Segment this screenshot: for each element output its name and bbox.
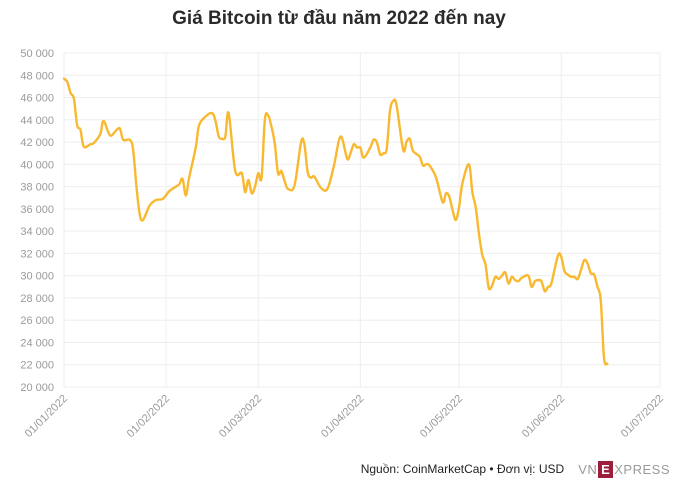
y-tick-label: 50 000 (20, 48, 54, 60)
y-tick-label: 40 000 (20, 159, 54, 171)
y-tick-label: 42 000 (20, 137, 54, 149)
x-tick-label: 01/06/2022 (520, 393, 567, 440)
y-tick-label: 44 000 (20, 115, 54, 127)
y-tick-label: 26 000 (20, 315, 54, 327)
series-line-bitcoin-price (62, 77, 609, 366)
x-tick-label: 01/05/2022 (418, 393, 465, 440)
y-tick-label: 46 000 (20, 93, 54, 105)
grid-lines (63, 52, 661, 388)
y-tick-label: 32 000 (20, 248, 54, 260)
logo-rest: XPRESS (614, 461, 670, 477)
y-tick-label: 34 000 (20, 226, 54, 238)
y-tick-label: 28 000 (20, 293, 54, 305)
footer: Nguồn: CoinMarketCap • Đơn vị: USD VN E … (361, 458, 670, 480)
vnexpress-logo: VN E XPRESS (578, 460, 670, 478)
x-tick-label: 01/04/2022 (319, 393, 366, 440)
series-group (62, 77, 609, 366)
logo-vn: VN (578, 461, 598, 477)
y-tick-label: 30 000 (20, 271, 54, 283)
y-tick-label: 20 000 (20, 382, 54, 394)
y-axis-tick-labels: 20 000 22 000 24 000 26 000 28 000 30 000 32 0… (20, 48, 54, 394)
y-tick-label: 48 000 (20, 70, 54, 82)
x-tick-label: 01/02/2022 (125, 393, 172, 440)
y-tick-label: 22 000 (20, 360, 54, 372)
x-axis-tick-labels: 01/01/2022 01/02/2022 01/03/2022 01/04/2022… (23, 393, 666, 440)
y-tick-label: 24 000 (20, 337, 54, 349)
x-tick-label: 01/03/2022 (217, 393, 264, 440)
source-note: Nguồn: CoinMarketCap • Đơn vị: USD (360, 462, 565, 476)
y-tick-label: 36 000 (20, 204, 54, 216)
x-tick-label: 01/01/2022 (23, 393, 70, 440)
logo-e-box: E (598, 460, 614, 478)
x-tick-label: 01/07/2022 (619, 393, 666, 440)
y-tick-label: 38 000 (20, 182, 54, 194)
chart-title: Giá Bitcoin từ đầu năm 2022 đến nay (172, 8, 506, 29)
